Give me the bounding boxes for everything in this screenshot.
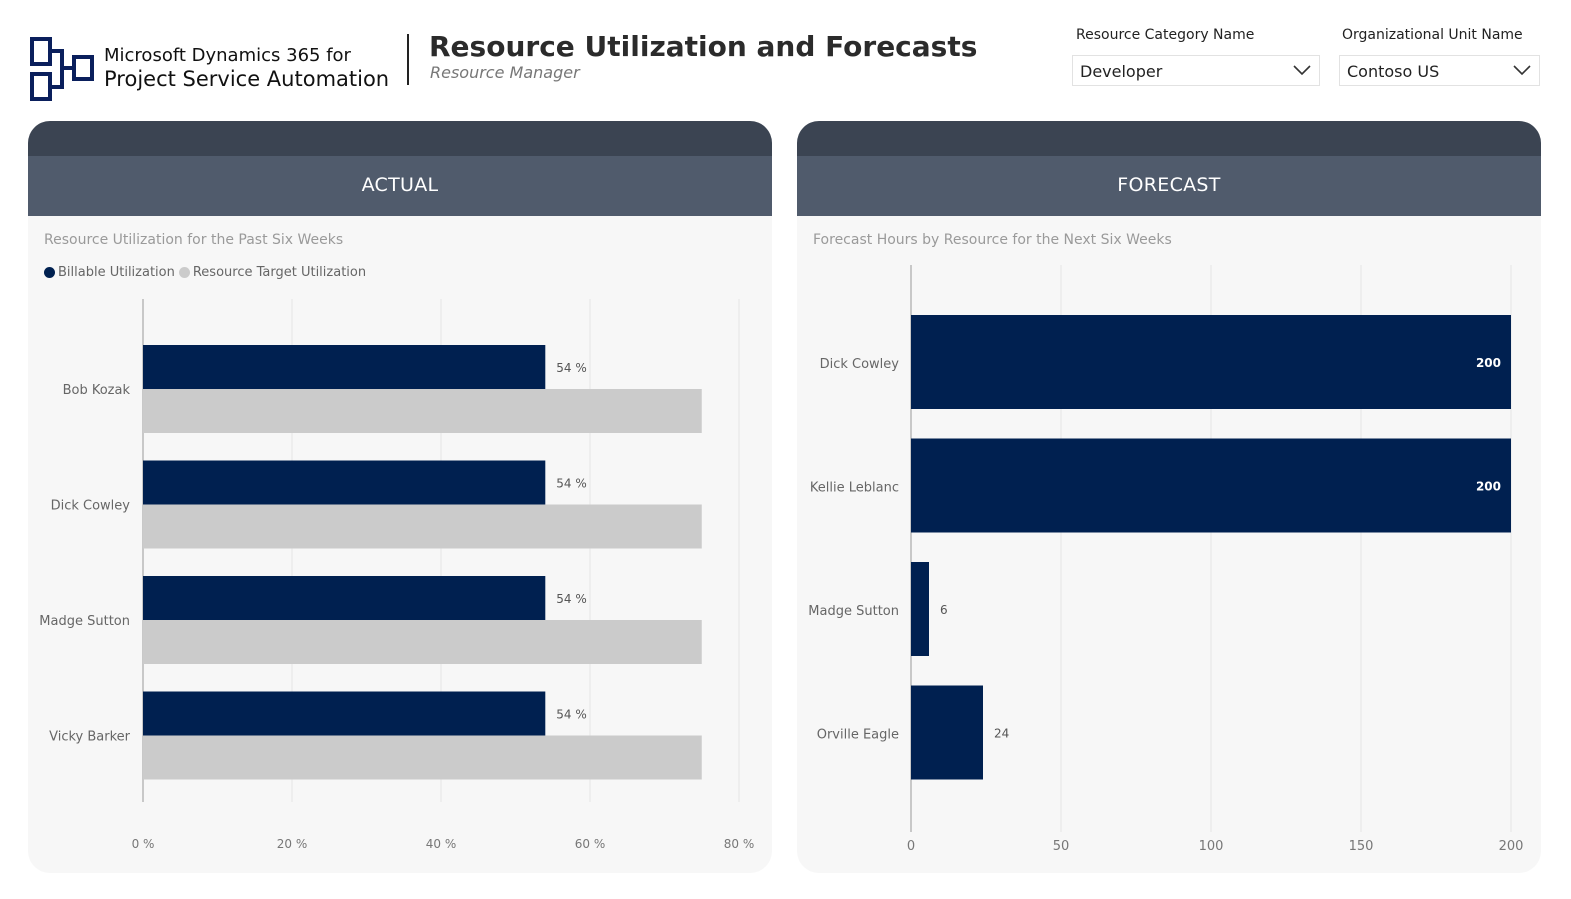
legend-swatch-billable <box>44 267 55 278</box>
forecast-heading: FORECAST <box>1117 174 1221 196</box>
forecast-panel-header: FORECAST <box>797 156 1541 216</box>
bar-target <box>143 620 702 664</box>
brand-line-1: Microsoft Dynamics 365 for <box>104 45 351 66</box>
category-label: Bob Kozak <box>63 383 131 398</box>
psa-logo-icon <box>30 37 94 101</box>
x-tick-label: 0 <box>907 839 915 854</box>
page-subtitle: Resource Manager <box>430 63 580 82</box>
org-unit-dropdown-value: Contoso US <box>1347 62 1440 81</box>
bar-billable <box>143 460 546 505</box>
legend-label-billable: Billable Utilization <box>58 265 175 280</box>
category-label: Dick Cowley <box>51 499 131 514</box>
actual-panel-cap <box>28 121 772 156</box>
forecast-hours-chart: 0 50 100 150 200 200 Dick Cowley 200 Kellie Lebl… <box>808 265 1524 854</box>
x-tick-label: 40 % <box>426 837 457 851</box>
legend-item-target[interactable]: Resource Target Utilization <box>178 265 367 280</box>
bar-billable <box>143 576 546 620</box>
actual-panel-header: ACTUAL <box>28 156 772 216</box>
brand-line-2: Project Service Automation <box>104 67 390 91</box>
forecast-panel-cap <box>797 121 1541 156</box>
actual-heading: ACTUAL <box>361 174 439 196</box>
category-filter-label: Resource Category Name <box>1076 27 1255 43</box>
bar-billable <box>143 691 546 736</box>
bar-target <box>143 504 702 549</box>
org-unit-filter-label: Organizational Unit Name <box>1342 27 1523 43</box>
x-tick-label: 100 <box>1199 839 1224 854</box>
legend-label-target: Resource Target Utilization <box>192 265 367 280</box>
bar-target <box>143 389 702 433</box>
brand-name: Microsoft Dynamics 365 for Project Servi… <box>104 45 389 91</box>
category-label: Madge Sutton <box>808 604 899 619</box>
x-tick-label: 200 <box>1499 839 1524 854</box>
x-tick-label: 0 % <box>132 837 155 851</box>
category-dropdown-value: Developer <box>1080 62 1163 81</box>
data-label: 6 <box>940 603 948 617</box>
forecast-bar <box>911 562 929 656</box>
category-label: Kellie Leblanc <box>810 481 899 496</box>
chevron-down-icon <box>1293 65 1311 76</box>
data-label: 54 % <box>556 477 587 491</box>
forecast-bar <box>911 315 1511 409</box>
forecast-bar <box>911 438 1511 533</box>
bar-billable <box>143 345 546 389</box>
data-label: 200 <box>1476 356 1501 370</box>
category-label: Vicky Barker <box>49 730 131 745</box>
category-dropdown[interactable]: Developer <box>1072 55 1320 86</box>
actual-legend: Billable Utilization Resource Target Uti… <box>44 265 370 280</box>
actual-chart-title: Resource Utilization for the Past Six We… <box>44 232 344 248</box>
bar-target <box>143 735 702 780</box>
x-tick-label: 80 % <box>724 837 755 851</box>
header-divider <box>407 34 409 85</box>
org-unit-dropdown[interactable]: Contoso US <box>1339 55 1540 86</box>
category-label: Dick Cowley <box>820 357 900 372</box>
data-label: 200 <box>1476 480 1501 494</box>
legend-swatch-target <box>178 267 190 278</box>
x-tick-label: 60 % <box>575 837 606 851</box>
legend-item-billable[interactable]: Billable Utilization <box>44 265 175 280</box>
data-label: 54 % <box>556 708 587 722</box>
x-tick-label: 150 <box>1349 839 1374 854</box>
chevron-down-icon <box>1513 65 1531 76</box>
data-label: 24 <box>994 727 1009 741</box>
forecast-bar <box>911 685 983 780</box>
category-label: Madge Sutton <box>39 614 130 629</box>
x-tick-label: 50 <box>1053 839 1070 854</box>
actual-utilization-chart: 0 % 20 % 40 % 60 % 80 % 54 % Bob Kozak 54 % Dick… <box>39 299 755 851</box>
category-label: Orville Eagle <box>817 728 899 743</box>
x-tick-label: 20 % <box>277 837 308 851</box>
forecast-chart-title: Forecast Hours by Resource for the Next … <box>813 232 1172 248</box>
data-label: 54 % <box>556 592 587 606</box>
data-label: 54 % <box>556 361 587 375</box>
page-title: Resource Utilization and Forecasts <box>429 30 978 63</box>
